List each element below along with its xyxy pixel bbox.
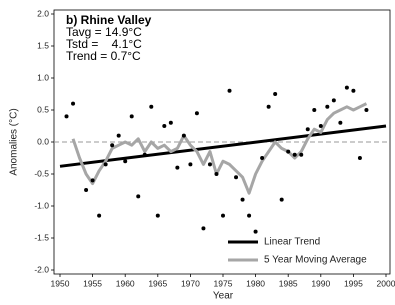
point: [123, 159, 127, 163]
point: [299, 153, 303, 157]
point: [117, 134, 121, 138]
point: [306, 127, 310, 131]
point: [345, 86, 349, 90]
x-tick-label: 1970: [181, 278, 200, 288]
x-tick-label: 1995: [344, 278, 363, 288]
point: [221, 214, 225, 218]
point: [97, 214, 101, 218]
y-tick-label: 1.5: [37, 40, 49, 50]
y-tick-label: -1.5: [34, 232, 49, 242]
x-tick-label: 1960: [116, 278, 135, 288]
point: [241, 198, 245, 202]
point: [214, 172, 218, 176]
point: [130, 114, 134, 118]
y-tick-label: -1.0: [34, 200, 49, 210]
point: [182, 134, 186, 138]
point: [208, 162, 212, 166]
point: [136, 194, 140, 198]
y-tick-label: 0.0: [37, 136, 49, 146]
point: [234, 175, 238, 179]
point: [254, 230, 258, 234]
point: [175, 166, 179, 170]
point: [156, 214, 160, 218]
point: [188, 162, 192, 166]
y-tick-label: 1.0: [37, 72, 49, 82]
legend-label: 5 Year Moving Average: [264, 255, 367, 266]
x-tick-label: 1950: [51, 278, 70, 288]
point: [110, 143, 114, 147]
point: [149, 105, 153, 109]
point: [65, 114, 69, 118]
point: [267, 105, 271, 109]
point: [358, 156, 362, 160]
point: [71, 102, 75, 106]
point: [351, 89, 355, 93]
point: [293, 153, 297, 157]
point: [143, 153, 147, 157]
point: [169, 121, 173, 125]
chart: Year Anomalies (°C) -2.0 -1.5 -1.0 -0.5 0.0 0…: [0, 0, 395, 305]
x-tick-label: 1990: [311, 278, 330, 288]
x-tick-label: 1965: [148, 278, 167, 288]
point: [332, 98, 336, 102]
point: [273, 92, 277, 96]
point: [286, 150, 290, 154]
point: [201, 226, 205, 230]
x-tick-label: 1980: [246, 278, 265, 288]
annotation: Trend = 0.7°C: [66, 49, 141, 63]
point: [195, 111, 199, 115]
x-tick-label: 1955: [83, 278, 102, 288]
y-tick-label: -0.5: [34, 168, 49, 178]
x-tick-label: 1975: [214, 278, 233, 288]
x-tick-label: 1985: [279, 278, 298, 288]
point: [84, 188, 88, 192]
point: [91, 178, 95, 182]
point: [247, 214, 251, 218]
y-tick-label: 0.5: [37, 104, 49, 114]
x-tick-label: 2000: [377, 278, 395, 288]
point: [162, 124, 166, 128]
point: [228, 89, 232, 93]
point: [312, 108, 316, 112]
legend-label: Linear Trend: [264, 237, 320, 248]
y-tick-label: 2.0: [37, 8, 49, 18]
point: [260, 156, 264, 160]
x-axis-label: Year: [213, 291, 234, 302]
point: [280, 198, 284, 202]
y-tick-label: -2.0: [34, 264, 49, 274]
point: [104, 162, 108, 166]
point: [338, 121, 342, 125]
point: [319, 124, 323, 128]
y-axis-label: Anomalies (°C): [9, 108, 20, 175]
point: [364, 108, 368, 112]
point: [325, 105, 329, 109]
